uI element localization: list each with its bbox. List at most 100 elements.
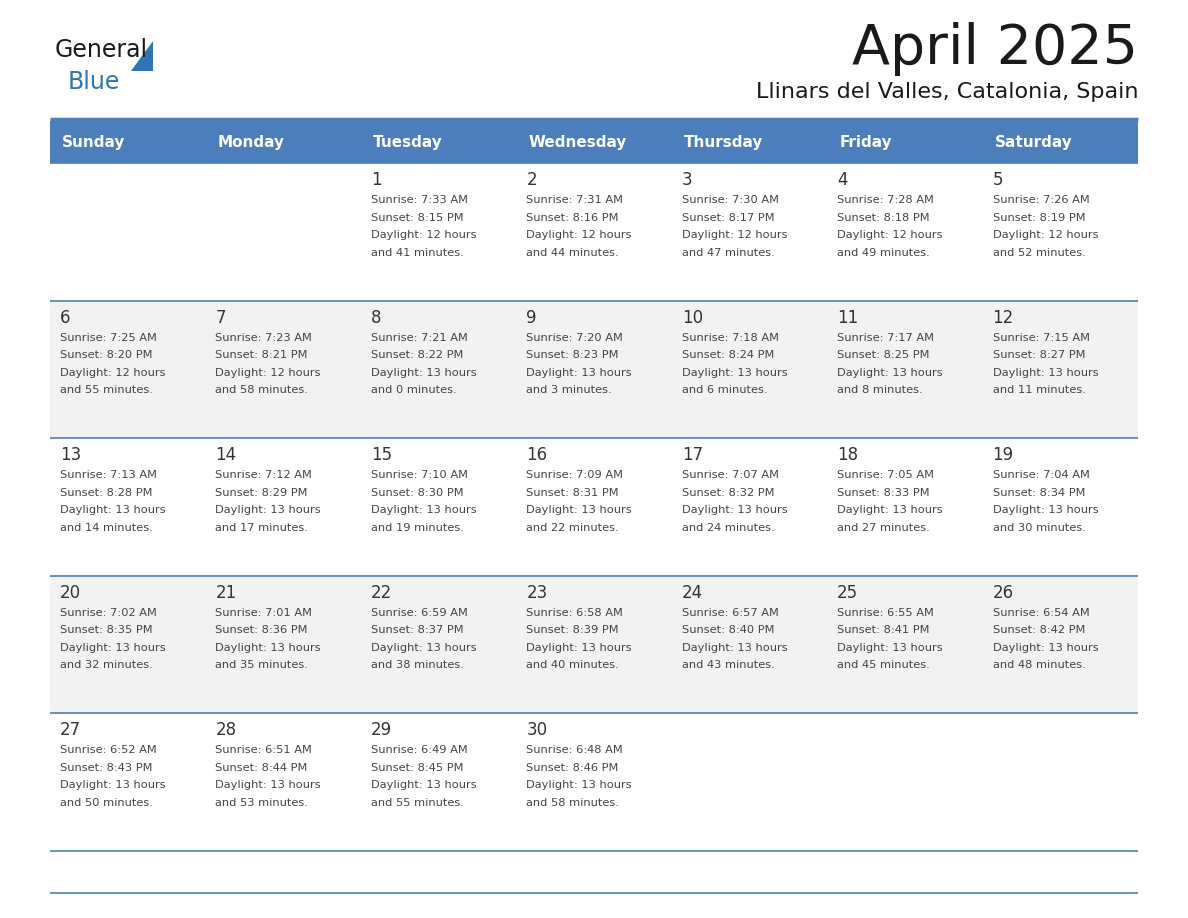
Text: Sunrise: 6:57 AM: Sunrise: 6:57 AM [682, 608, 778, 618]
Text: 24: 24 [682, 584, 703, 602]
Text: 18: 18 [838, 446, 858, 465]
Text: 2: 2 [526, 171, 537, 189]
Text: and 55 minutes.: and 55 minutes. [371, 798, 463, 808]
Text: and 47 minutes.: and 47 minutes. [682, 248, 775, 258]
Text: Sunset: 8:20 PM: Sunset: 8:20 PM [61, 350, 152, 360]
Text: Sunset: 8:29 PM: Sunset: 8:29 PM [215, 487, 308, 498]
Text: 7: 7 [215, 308, 226, 327]
Text: Wednesday: Wednesday [529, 135, 626, 150]
Text: Sunset: 8:35 PM: Sunset: 8:35 PM [61, 625, 152, 635]
Bar [671, 121, 827, 163]
Text: Sunday: Sunday [62, 135, 126, 150]
Text: Sunset: 8:40 PM: Sunset: 8:40 PM [682, 625, 775, 635]
Text: Daylight: 13 hours: Daylight: 13 hours [61, 780, 165, 790]
Text: Daylight: 13 hours: Daylight: 13 hours [215, 505, 321, 515]
Text: Sunrise: 7:20 AM: Sunrise: 7:20 AM [526, 332, 624, 342]
Bar [50, 713, 1138, 851]
Text: April 2025: April 2025 [852, 22, 1138, 76]
Text: 27: 27 [61, 722, 81, 739]
Text: Sunset: 8:46 PM: Sunset: 8:46 PM [526, 763, 619, 773]
Text: and 49 minutes.: and 49 minutes. [838, 248, 930, 258]
Text: Sunrise: 7:28 AM: Sunrise: 7:28 AM [838, 195, 934, 205]
Text: Sunset: 8:16 PM: Sunset: 8:16 PM [526, 212, 619, 222]
Text: Blue: Blue [68, 70, 120, 94]
Text: and 38 minutes.: and 38 minutes. [371, 660, 463, 670]
Text: Sunset: 8:17 PM: Sunset: 8:17 PM [682, 212, 775, 222]
Text: 25: 25 [838, 584, 858, 602]
Text: 20: 20 [61, 584, 81, 602]
Text: Sunrise: 6:48 AM: Sunrise: 6:48 AM [526, 745, 623, 756]
Text: 17: 17 [682, 446, 703, 465]
Text: Sunset: 8:27 PM: Sunset: 8:27 PM [992, 350, 1085, 360]
Text: and 52 minutes.: and 52 minutes. [992, 248, 1086, 258]
Text: 30: 30 [526, 722, 548, 739]
Text: Daylight: 13 hours: Daylight: 13 hours [838, 505, 943, 515]
Text: and 22 minutes.: and 22 minutes. [526, 522, 619, 532]
Text: Daylight: 12 hours: Daylight: 12 hours [682, 230, 788, 240]
Text: and 44 minutes.: and 44 minutes. [526, 248, 619, 258]
Text: 14: 14 [215, 446, 236, 465]
Text: Daylight: 13 hours: Daylight: 13 hours [682, 367, 788, 377]
Bar [50, 438, 1138, 576]
Text: and 48 minutes.: and 48 minutes. [992, 660, 1086, 670]
Text: Sunset: 8:22 PM: Sunset: 8:22 PM [371, 350, 463, 360]
Bar [50, 163, 1138, 300]
Text: Sunset: 8:45 PM: Sunset: 8:45 PM [371, 763, 463, 773]
Text: Daylight: 13 hours: Daylight: 13 hours [526, 643, 632, 653]
Text: Sunrise: 7:21 AM: Sunrise: 7:21 AM [371, 332, 468, 342]
Text: Sunset: 8:33 PM: Sunset: 8:33 PM [838, 487, 930, 498]
Text: Sunset: 8:23 PM: Sunset: 8:23 PM [526, 350, 619, 360]
Text: Sunrise: 7:10 AM: Sunrise: 7:10 AM [371, 470, 468, 480]
Bar [361, 121, 517, 163]
Text: Sunrise: 7:26 AM: Sunrise: 7:26 AM [992, 195, 1089, 205]
Text: Sunset: 8:28 PM: Sunset: 8:28 PM [61, 487, 152, 498]
Text: 8: 8 [371, 308, 381, 327]
Text: Sunset: 8:43 PM: Sunset: 8:43 PM [61, 763, 152, 773]
Text: Daylight: 13 hours: Daylight: 13 hours [838, 367, 943, 377]
Bar [206, 121, 361, 163]
Text: and 55 minutes.: and 55 minutes. [61, 385, 153, 395]
Text: 19: 19 [992, 446, 1013, 465]
Text: and 11 minutes.: and 11 minutes. [992, 385, 1086, 395]
Text: Saturday: Saturday [994, 135, 1073, 150]
Text: Sunset: 8:41 PM: Sunset: 8:41 PM [838, 625, 930, 635]
Text: 29: 29 [371, 722, 392, 739]
Text: and 6 minutes.: and 6 minutes. [682, 385, 767, 395]
Text: 11: 11 [838, 308, 859, 327]
Text: Sunrise: 7:17 AM: Sunrise: 7:17 AM [838, 332, 934, 342]
Text: and 14 minutes.: and 14 minutes. [61, 522, 153, 532]
Text: Daylight: 12 hours: Daylight: 12 hours [526, 230, 632, 240]
Text: Sunrise: 7:23 AM: Sunrise: 7:23 AM [215, 332, 312, 342]
Text: 22: 22 [371, 584, 392, 602]
Text: Daylight: 12 hours: Daylight: 12 hours [61, 367, 165, 377]
Text: 4: 4 [838, 171, 848, 189]
Bar [50, 576, 1138, 713]
Text: Sunrise: 7:12 AM: Sunrise: 7:12 AM [215, 470, 312, 480]
Text: 1: 1 [371, 171, 381, 189]
Bar [827, 121, 982, 163]
Text: Sunset: 8:42 PM: Sunset: 8:42 PM [992, 625, 1085, 635]
Text: Sunset: 8:30 PM: Sunset: 8:30 PM [371, 487, 463, 498]
Text: Sunset: 8:15 PM: Sunset: 8:15 PM [371, 212, 463, 222]
Text: Sunrise: 6:52 AM: Sunrise: 6:52 AM [61, 745, 157, 756]
Text: Sunrise: 7:09 AM: Sunrise: 7:09 AM [526, 470, 624, 480]
Text: Sunrise: 7:02 AM: Sunrise: 7:02 AM [61, 608, 157, 618]
Text: Sunset: 8:32 PM: Sunset: 8:32 PM [682, 487, 775, 498]
Text: and 19 minutes.: and 19 minutes. [371, 522, 463, 532]
Text: Daylight: 13 hours: Daylight: 13 hours [371, 367, 476, 377]
Text: Sunset: 8:36 PM: Sunset: 8:36 PM [215, 625, 308, 635]
Text: Sunrise: 6:58 AM: Sunrise: 6:58 AM [526, 608, 624, 618]
Text: Daylight: 13 hours: Daylight: 13 hours [992, 367, 1098, 377]
Bar [50, 300, 1138, 438]
Text: 6: 6 [61, 308, 70, 327]
Text: Sunrise: 7:01 AM: Sunrise: 7:01 AM [215, 608, 312, 618]
Text: 21: 21 [215, 584, 236, 602]
Text: and 43 minutes.: and 43 minutes. [682, 660, 775, 670]
Bar [982, 121, 1138, 163]
Text: Sunrise: 7:15 AM: Sunrise: 7:15 AM [992, 332, 1089, 342]
Text: Daylight: 12 hours: Daylight: 12 hours [371, 230, 476, 240]
Text: 15: 15 [371, 446, 392, 465]
Text: and 35 minutes.: and 35 minutes. [215, 660, 309, 670]
Text: and 30 minutes.: and 30 minutes. [992, 522, 1086, 532]
Text: and 58 minutes.: and 58 minutes. [215, 385, 309, 395]
